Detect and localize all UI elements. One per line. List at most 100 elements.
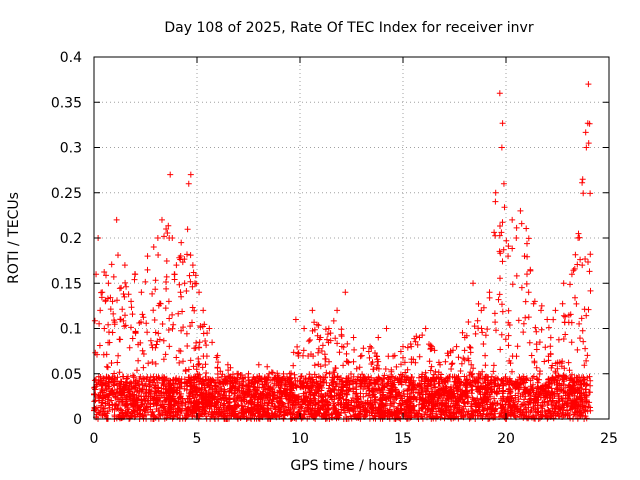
data-point (173, 262, 180, 269)
data-point (154, 235, 161, 241)
x-tick-label: 20 (497, 431, 515, 447)
data-point (437, 361, 444, 368)
data-point (121, 262, 128, 269)
y-tick-label: 0 (73, 412, 82, 428)
data-point (214, 352, 221, 359)
data-point (266, 370, 273, 377)
data-point (163, 225, 170, 232)
data-point (583, 144, 590, 151)
data-point (171, 271, 178, 278)
data-point (585, 81, 592, 88)
data-point (544, 316, 551, 323)
data-point (138, 289, 145, 296)
data-point (109, 298, 116, 305)
axis-ticks (93, 56, 610, 420)
y-axis-label: ROTI / TECUs (6, 192, 22, 284)
x-tick-labels: 0 5 10 15 20 25 (90, 431, 618, 447)
data-point (453, 343, 460, 350)
data-point (286, 370, 293, 377)
data-point (144, 253, 151, 260)
data-point (391, 352, 398, 359)
data-point (177, 289, 184, 296)
data-point (552, 307, 559, 314)
data-point (245, 370, 252, 377)
data-point (422, 325, 429, 332)
data-point (185, 180, 192, 187)
x-tick-label: 5 (193, 431, 202, 447)
y-tick-label: 0.2 (60, 231, 82, 247)
data-point (500, 180, 507, 187)
data-point (568, 271, 575, 278)
data-point (428, 343, 435, 350)
y-tick-label: 0.25 (51, 186, 82, 202)
data-point (358, 352, 365, 359)
data-point (191, 280, 198, 287)
chart-title: Day 108 of 2025, Rate Of TEC Index for r… (164, 20, 533, 36)
x-tick-label: 10 (291, 431, 309, 447)
x-tick-label: 15 (394, 431, 412, 447)
data-point (317, 334, 324, 341)
data-point (478, 307, 485, 314)
data-point (150, 244, 157, 251)
data-point (375, 334, 382, 341)
data-point (292, 316, 299, 323)
data-point (128, 298, 135, 305)
x-tick-label: 0 (90, 431, 99, 447)
x-tick-label: 25 (600, 431, 618, 447)
data-point (505, 253, 512, 260)
data-point (206, 325, 213, 332)
data-point (408, 343, 415, 350)
y-tick-label: 0.15 (51, 276, 82, 292)
data-point (167, 171, 174, 178)
y-tick-label: 0.05 (51, 367, 82, 383)
data-point (579, 262, 586, 269)
data-point (235, 370, 242, 377)
y-tick-label: 0.4 (60, 50, 82, 66)
data-point (513, 235, 520, 241)
data-point (113, 216, 120, 223)
data-point (521, 253, 528, 260)
data-point (509, 216, 516, 223)
data-point (470, 280, 477, 287)
data-point (224, 361, 231, 368)
data-point (334, 307, 341, 314)
data-point (575, 235, 582, 241)
data-point (169, 235, 176, 241)
data-point (301, 325, 308, 332)
data-points (93, 81, 592, 386)
data-point (416, 334, 423, 341)
data-point (117, 316, 124, 323)
data-point (99, 289, 106, 296)
data-point (255, 361, 262, 368)
data-point (132, 271, 139, 278)
data-point (367, 343, 374, 350)
data-point (97, 307, 104, 314)
data-point (517, 207, 524, 214)
data-cloud (91, 120, 594, 422)
data-point (158, 216, 165, 223)
data-point (525, 289, 532, 296)
data-point (400, 343, 406, 350)
y-tick-label: 0.35 (51, 95, 82, 111)
data-point (496, 90, 503, 97)
x-axis-label: GPS time / hours (290, 458, 407, 474)
data-point (461, 334, 468, 341)
data-point (350, 334, 357, 341)
data-point (101, 325, 108, 332)
data-point (383, 325, 390, 332)
data-point (276, 379, 283, 386)
data-point (200, 307, 207, 314)
data-point (538, 307, 545, 314)
data-point (309, 307, 316, 314)
cloud-markers (91, 120, 594, 422)
data-point (189, 262, 196, 269)
data-point (498, 144, 505, 151)
data-point (492, 189, 499, 196)
data-point (486, 289, 493, 296)
data-point (181, 280, 188, 287)
y-tick-label: 0.1 (60, 322, 82, 338)
data-point (196, 289, 203, 296)
data-point (325, 325, 332, 332)
data-point (342, 289, 349, 296)
